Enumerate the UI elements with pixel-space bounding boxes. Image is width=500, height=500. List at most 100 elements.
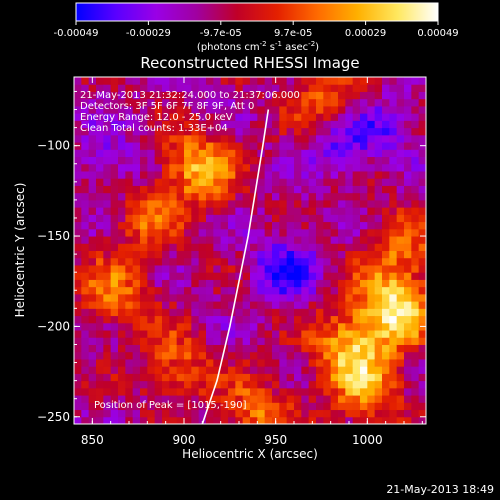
heatmap-cell: [308, 163, 317, 172]
heatmap-cell: [191, 358, 200, 367]
heatmap-cell: [242, 91, 251, 100]
heatmap-cell: [338, 322, 346, 331]
heatmap-cell: [103, 98, 112, 107]
heatmap-cell: [110, 214, 119, 223]
heatmap-cell: [184, 279, 192, 288]
heatmap-cell: [330, 373, 339, 382]
heatmap-cell: [235, 358, 244, 367]
heatmap-cell: [154, 380, 163, 389]
heatmap-cell: [396, 416, 405, 424]
heatmap-cell: [352, 395, 361, 403]
heatmap-cell: [257, 142, 266, 150]
heatmap-cell: [316, 380, 324, 389]
heatmap-cell: [382, 134, 390, 143]
heatmap-cell: [140, 91, 148, 100]
heatmap-cell: [389, 344, 398, 353]
heatmap-cell: [264, 236, 273, 244]
heatmap-cell: [396, 77, 405, 85]
heatmap-cell: [235, 156, 244, 165]
heatmap-cell: [264, 301, 273, 309]
heatmap-cell: [308, 322, 317, 331]
heatmap-cell: [176, 178, 185, 186]
heatmap-cell: [382, 199, 390, 208]
heatmap-cell: [169, 409, 178, 418]
heatmap-cell: [125, 308, 134, 317]
heatmap-cell: [88, 351, 97, 360]
heatmap-cell: [301, 344, 310, 353]
heatmap-cell: [286, 163, 295, 172]
heatmap-cell: [316, 149, 324, 158]
heatmap-cell: [345, 113, 354, 121]
heatmap-cell: [411, 127, 420, 136]
heatmap-cell: [374, 358, 383, 367]
heatmap-cell: [272, 149, 280, 158]
heatmap-cell: [81, 127, 90, 136]
colorbar-tick-label: 9.7e-05: [274, 28, 312, 39]
heatmap-cell: [279, 199, 288, 208]
heatmap-cell: [352, 264, 361, 273]
heatmap-cell: [242, 120, 251, 129]
heatmap-cell: [330, 402, 339, 411]
heatmap-cell: [103, 366, 112, 374]
heatmap-cell: [404, 243, 412, 251]
heatmap-cell: [213, 207, 222, 215]
heatmap-cell: [162, 113, 170, 121]
heatmap-cell: [235, 250, 244, 259]
heatmap-cell: [118, 337, 126, 345]
heatmap-cell: [206, 301, 214, 309]
heatmap-cell: [264, 199, 273, 208]
heatmap-cell: [74, 337, 82, 345]
heatmap-cell: [345, 142, 354, 150]
heatmap-cell: [360, 315, 368, 324]
heatmap-cell: [96, 199, 104, 208]
heatmap-cell: [374, 279, 383, 288]
heatmap-cell: [404, 344, 412, 353]
heatmap-cell: [228, 163, 236, 172]
heatmap-cell: [418, 395, 426, 403]
heatmap-cell: [242, 301, 251, 309]
heatmap-cell: [81, 366, 90, 374]
heatmap-cell: [338, 77, 346, 85]
heatmap-cell: [389, 113, 398, 121]
heatmap-cell: [162, 91, 170, 100]
heatmap-cell: [103, 344, 112, 353]
heatmap-cell: [404, 409, 412, 418]
heatmap-cell: [81, 91, 90, 100]
heatmap-cell: [228, 250, 236, 259]
heatmap-cell: [103, 221, 112, 230]
heatmap-cell: [345, 395, 354, 403]
heatmap-cell: [316, 77, 324, 85]
heatmap-cell: [103, 257, 112, 266]
heatmap-cell: [396, 178, 405, 186]
heatmap-cell: [360, 120, 368, 129]
heatmap-cell: [206, 279, 214, 288]
heatmap-cell: [81, 105, 90, 114]
heatmap-cell: [220, 120, 229, 129]
heatmap-cell: [360, 156, 368, 165]
heatmap-cell: [162, 301, 170, 309]
heatmap-cell: [206, 380, 214, 389]
heatmap-cell: [96, 366, 104, 374]
heatmap-cell: [88, 91, 97, 100]
heatmap-cell: [338, 387, 346, 396]
heatmap-cell: [367, 416, 376, 424]
heatmap-cell: [162, 395, 170, 403]
heatmap-cell: [418, 113, 426, 121]
heatmap-cell: [345, 236, 354, 244]
heatmap-cell: [345, 344, 354, 353]
heatmap-cell: [206, 207, 214, 215]
heatmap-cell: [169, 322, 178, 331]
heatmap-cell: [411, 156, 420, 165]
heatmap-cell: [147, 120, 156, 129]
heatmap-cell: [184, 134, 192, 143]
colorbar: [75, 2, 439, 22]
heatmap-cell: [140, 366, 148, 374]
heatmap-cell: [110, 330, 119, 338]
heatmap-cell: [162, 163, 170, 172]
heatmap-cell: [176, 214, 185, 223]
heatmap-cell: [382, 279, 390, 288]
heatmap-cell: [330, 84, 339, 92]
heatmap-cell: [235, 236, 244, 244]
heatmap-cell: [389, 330, 398, 338]
heatmap-cell: [382, 142, 390, 150]
